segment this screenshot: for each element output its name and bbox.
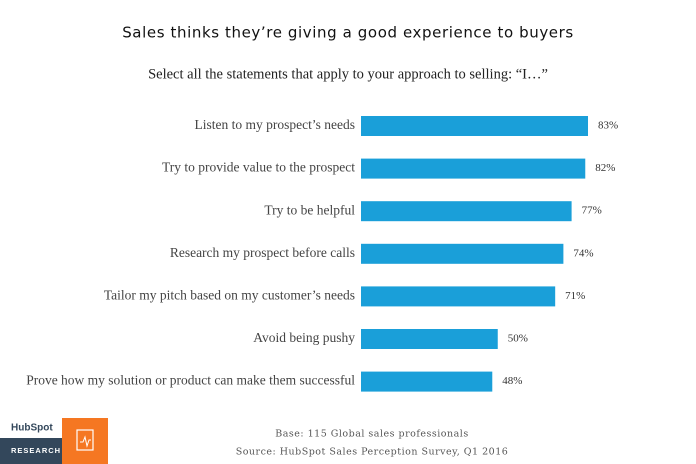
logo-band xyxy=(0,438,62,464)
footnote: Source: HubSpot Sales Perception Survey,… xyxy=(236,447,509,458)
bar xyxy=(361,201,572,222)
category-label: Tailor my pitch based on my customer’s n… xyxy=(104,287,355,302)
bar xyxy=(361,371,493,392)
bar xyxy=(361,329,498,349)
bar xyxy=(361,243,564,264)
logo-icon-line xyxy=(80,435,91,448)
chart-title: Sales thinks they’re giving a good exper… xyxy=(122,24,574,42)
logo: HubSpot RESEARCH xyxy=(0,418,108,464)
category-label: Listen to my prospect’s needs xyxy=(195,117,355,132)
value-label: 82% xyxy=(595,162,615,174)
value-label: 74% xyxy=(573,247,593,259)
logo-icon-bg xyxy=(62,418,108,464)
category-label: Prove how my solution or product can mak… xyxy=(26,373,355,388)
category-label: Try to be helpful xyxy=(264,202,355,217)
value-label: 71% xyxy=(565,290,585,302)
bar xyxy=(361,158,586,179)
logo-icon xyxy=(76,429,94,451)
logo-label: RESEARCH xyxy=(11,446,61,455)
value-label: 48% xyxy=(502,375,522,387)
chart-subtitle: Select all the statements that apply to … xyxy=(148,66,548,82)
category-label: Try to provide value to the prospect xyxy=(162,160,355,175)
logo-text: HubSpot xyxy=(11,423,53,434)
bar xyxy=(361,116,589,136)
bar xyxy=(361,286,556,307)
category-label: Avoid being pushy xyxy=(253,330,355,345)
value-label: 50% xyxy=(508,333,528,345)
value-label: 83% xyxy=(598,120,618,132)
category-label: Research my prospect before calls xyxy=(170,245,355,260)
value-label: 77% xyxy=(582,205,602,217)
footnote: Base: 115 Global sales professionals xyxy=(275,429,468,440)
